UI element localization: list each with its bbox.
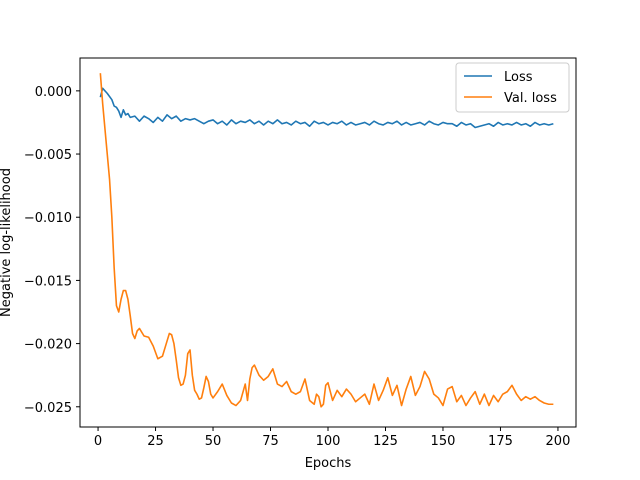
axes-layer: 0 25 50 75 100 125 150 175 200 0.000 −0.005 −0.010 −… xyxy=(24,85,570,449)
series-line-loss xyxy=(99,87,554,129)
legend-label: Val. loss xyxy=(504,91,557,106)
x-tick-label: 150 xyxy=(431,434,456,449)
x-tick-label: 50 xyxy=(205,434,222,449)
y-tick-label: −0.015 xyxy=(24,274,72,289)
y-tick-label: −0.025 xyxy=(24,401,72,416)
y-axis-label: Negative log-likelihood xyxy=(0,168,14,317)
y-tick-label: −0.020 xyxy=(24,338,72,353)
x-tick-label: 100 xyxy=(316,434,341,449)
y-tick-label: −0.005 xyxy=(24,148,72,163)
series-line-val-loss xyxy=(99,73,554,408)
x-tick-label: 25 xyxy=(147,434,164,449)
y-tick-label: −0.010 xyxy=(24,211,72,226)
x-tick-label: 125 xyxy=(373,434,398,449)
x-tick-label: 175 xyxy=(488,434,513,449)
series-layer xyxy=(99,73,554,408)
x-axis-label: Epochs xyxy=(305,456,352,471)
legend-label: Loss xyxy=(504,70,533,85)
x-tick-label: 0 xyxy=(94,434,102,449)
x-tick-label: 75 xyxy=(262,434,279,449)
x-tick-label: 200 xyxy=(546,434,571,449)
plot-frame xyxy=(79,57,577,428)
y-tick-label: 0.000 xyxy=(35,85,72,100)
legend: Loss Val. loss xyxy=(455,62,570,113)
